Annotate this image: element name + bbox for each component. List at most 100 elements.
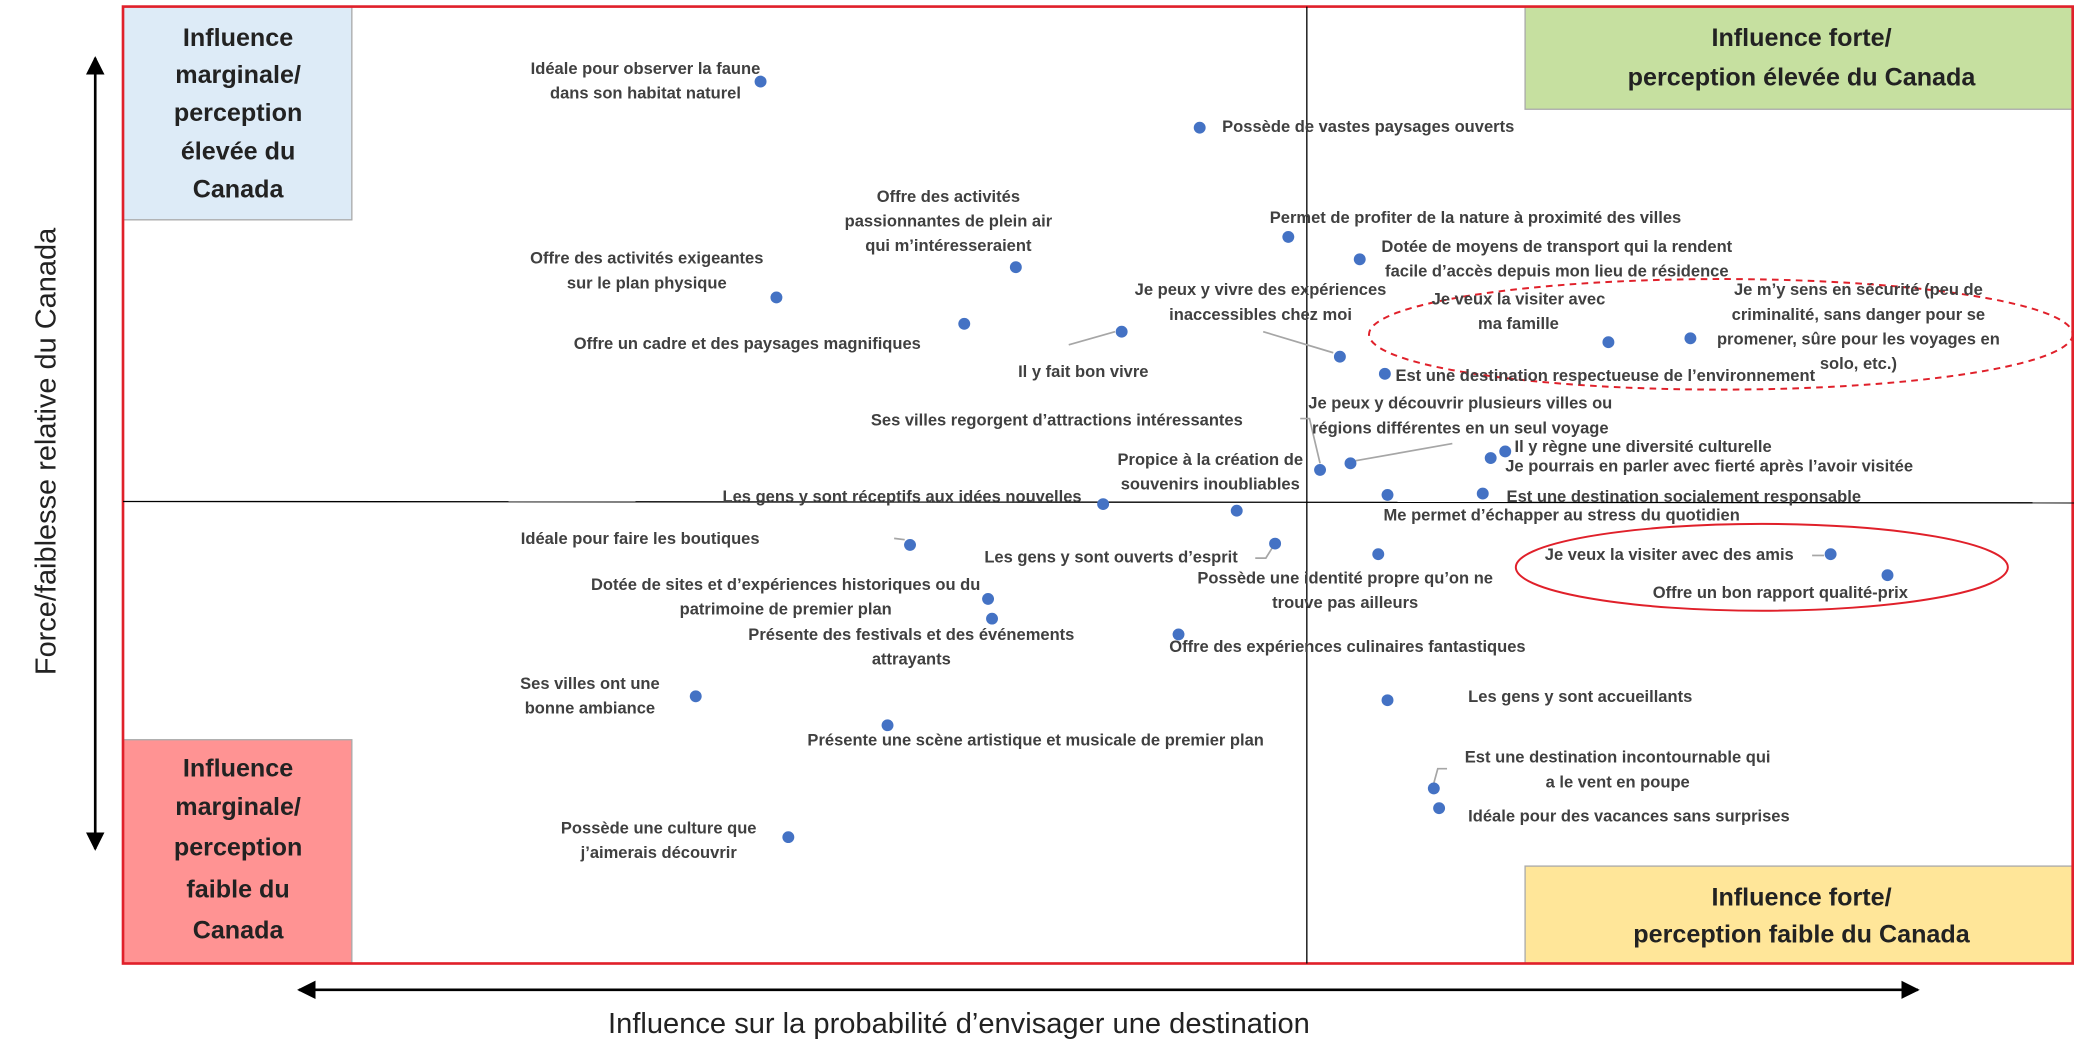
point-label: Permet de profiter de la nature à proxim… [1270, 209, 1681, 227]
point [1344, 457, 1357, 470]
quadrant-label: marginale/ [175, 793, 301, 821]
leader-line [894, 537, 905, 541]
quadrant-label: Influence [183, 24, 293, 52]
point-label: Les gens y sont ouverts d’esprit [984, 548, 1238, 566]
point-label: criminalité, sans danger pour se [1732, 306, 1985, 324]
point [1499, 445, 1512, 458]
point-label: a le vent en poupe [1546, 774, 1690, 792]
x-axis-label: Influence sur la probabilité d’envisager… [608, 1008, 1310, 1040]
point [1684, 332, 1697, 345]
point-label: bonne ambiance [525, 699, 655, 717]
point-label: inaccessibles chez moi [1169, 306, 1352, 324]
leader-line [1262, 330, 1334, 354]
point-label: Dotée de moyens de transport qui la rend… [1381, 238, 1732, 256]
point-label: Est une destination socialement responsa… [1507, 488, 1861, 506]
point [1381, 694, 1394, 707]
point [958, 317, 971, 330]
highlight-ellipse [1514, 522, 2009, 612]
leader-line [1255, 547, 1274, 559]
point [1193, 121, 1206, 134]
point-label: souvenirs inoubliables [1121, 476, 1300, 494]
point [770, 291, 783, 304]
point-label: Les gens y sont réceptifs aux idées nouv… [723, 488, 1082, 506]
quadrant-label: perception faible du Canada [1633, 921, 1970, 949]
point [1353, 253, 1366, 266]
point-label: régions différentes en un seul voyage [1312, 419, 1609, 437]
point [881, 719, 894, 732]
point-label: Dotée de sites et d’expériences historiq… [591, 576, 980, 594]
point-label: trouve pas ailleurs [1272, 594, 1418, 612]
quadrant-box [122, 5, 353, 221]
point-label: patrimoine de premier plan [680, 601, 892, 619]
point [1172, 628, 1185, 641]
point [1378, 367, 1391, 380]
point-label: Je peux y découvrir plusieurs villes ou [1308, 394, 1612, 412]
quadrant-label: faible du [186, 876, 289, 904]
point [1009, 261, 1022, 274]
point-label: solo, etc.) [1820, 355, 1897, 373]
point [1433, 802, 1446, 815]
quadrant-label: élevée du [181, 137, 296, 165]
point [1097, 498, 1110, 511]
point-label: Propice à la création de [1118, 451, 1304, 469]
point [1269, 537, 1282, 550]
point-label: Présente une scène artistique et musical… [807, 731, 1263, 749]
point [1381, 488, 1394, 501]
leader-line [1432, 767, 1448, 784]
quadrant-label: perception élevée du Canada [1628, 64, 1977, 92]
highlight-ellipse [1368, 278, 2074, 391]
point-label: j’aimerais découvrir [580, 844, 738, 862]
quadrant-box [122, 739, 353, 965]
point-label: Idéale pour des vacances sans surprises [1468, 808, 1789, 826]
quadrant-box [1524, 5, 2074, 110]
point-label: Offre un cadre et des paysages magnifiqu… [574, 335, 921, 353]
leader-line [1300, 417, 1321, 464]
quadrant-label: perception [174, 834, 302, 862]
point [1314, 463, 1327, 476]
point-label: sur le plan physique [567, 274, 727, 292]
point [1115, 325, 1128, 338]
point [782, 831, 795, 844]
point-label: Offre des expériences culinaires fantast… [1169, 638, 1525, 656]
quadrant-box [1524, 865, 2074, 965]
quadrant-label: Influence [183, 755, 293, 783]
point-label: Il y fait bon vivre [1018, 363, 1148, 381]
point [1230, 504, 1243, 517]
point [986, 612, 998, 625]
point-label: Est une destination incontournable qui [1465, 749, 1771, 767]
point-label: passionnantes de plein air [845, 212, 1053, 230]
point-label: Je veux la visiter avec des amis [1545, 546, 1794, 564]
quadrant-label: Canada [193, 176, 285, 204]
point-label: Je m’y sens en sécurité (peu de [1734, 281, 1983, 299]
point-label: Possède une culture que [561, 820, 757, 838]
leader-line [1355, 442, 1453, 462]
point [1602, 336, 1615, 349]
point [1372, 548, 1385, 561]
point-label: Je pourrais en parler avec fierté après … [1505, 458, 1913, 476]
point-label: facile d’accès depuis mon lieu de réside… [1385, 262, 1728, 280]
point-label: Possède une identité propre qu’on ne [1197, 570, 1493, 588]
quadrant-label: Influence forte/ [1711, 884, 1891, 912]
point [1484, 452, 1497, 464]
point-label: Les gens y sont accueillants [1468, 688, 1692, 706]
point-label: Offre des activités exigeantes [530, 250, 763, 268]
point-label: Offre des activités [877, 188, 1020, 206]
leader-line [1068, 330, 1116, 346]
y-axis-label: Force/faiblesse relative du Canada [30, 227, 62, 675]
point-label: Offre un bon rapport qualité-prix [1653, 584, 1909, 602]
point-label: Il y règne une diversité culturelle [1514, 438, 1771, 456]
point-label: Possède de vastes paysages ouverts [1222, 118, 1514, 136]
point-label: qui m’intéresseraient [865, 237, 1032, 255]
point-label: Ses villes regorgent d’attractions intér… [871, 412, 1243, 430]
point [1427, 782, 1440, 795]
quadrant-label: Influence forte/ [1711, 24, 1891, 52]
point-label: dans son habitat naturel [550, 85, 741, 103]
point [1476, 487, 1489, 500]
point-label: Ses villes ont une [520, 675, 660, 693]
point [982, 592, 995, 605]
point-label: Idéale pour observer la faune [531, 60, 761, 78]
point [754, 75, 767, 88]
point [689, 690, 702, 703]
